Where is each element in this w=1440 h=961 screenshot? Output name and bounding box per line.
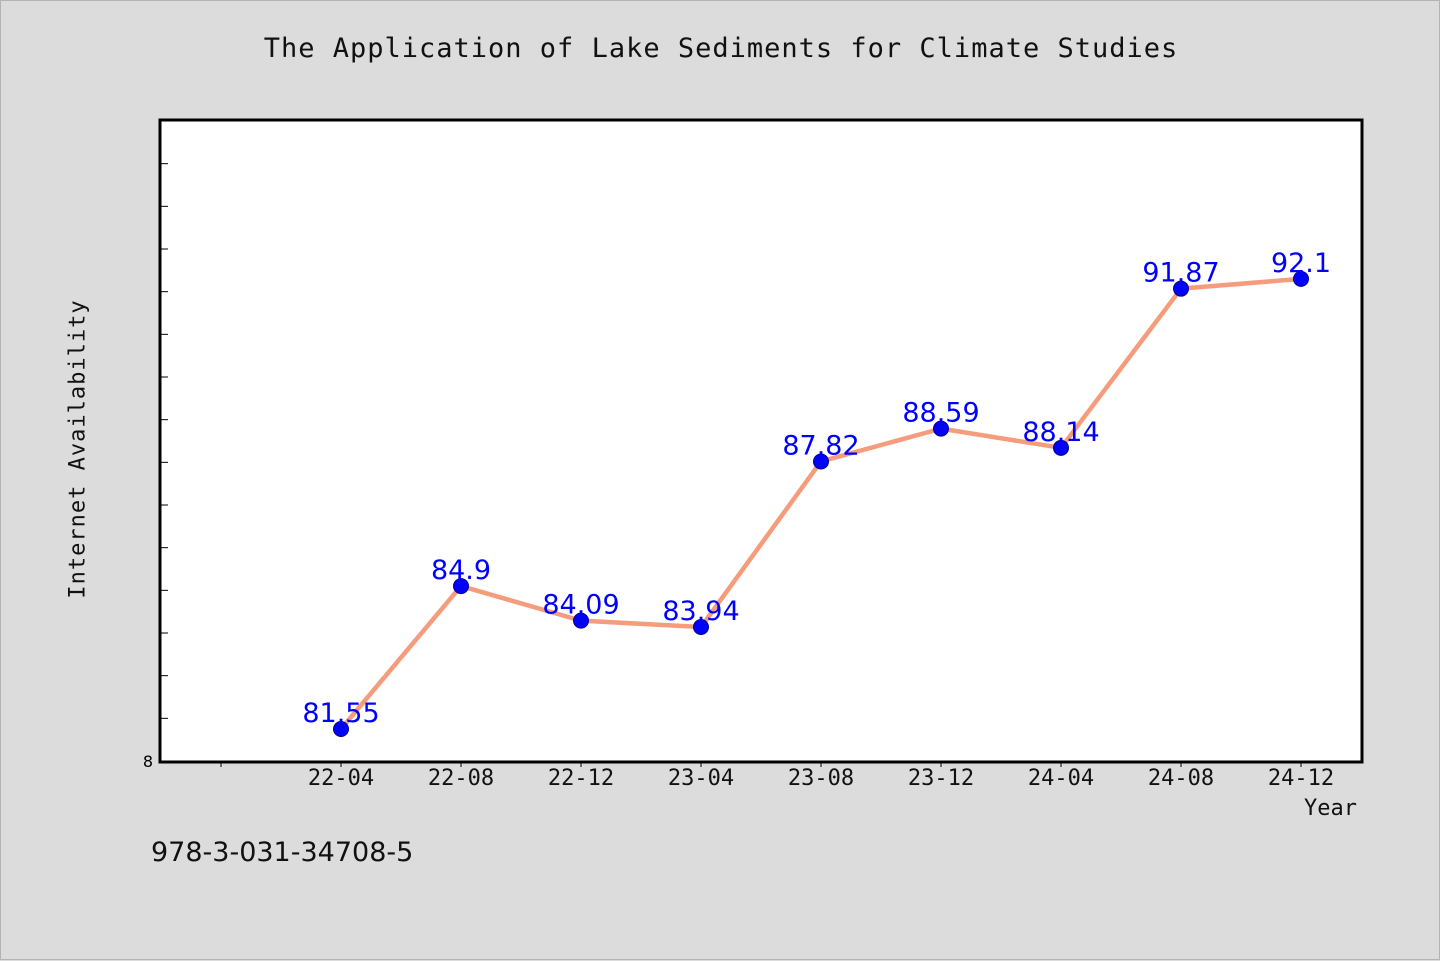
data-point bbox=[693, 619, 709, 636]
data-label: 84.09 bbox=[542, 590, 619, 621]
data-label: 84.9 bbox=[431, 555, 491, 586]
y-tick-label: 8 bbox=[143, 752, 153, 771]
data-label: 92.1 bbox=[1271, 248, 1331, 279]
x-tick-label: 24-08 bbox=[1148, 766, 1214, 791]
data-point bbox=[333, 721, 349, 737]
x-axis-ticks: 22-04 22-08 22-12 23-04 23-08 23-12 24-04 24-08… bbox=[220, 761, 1334, 791]
data-labels: 81.55 84.9 84.09 83.94 87.82 88.59 88.14 91.87 9… bbox=[302, 248, 1331, 729]
x-tick-label: 23-08 bbox=[788, 766, 854, 791]
y-axis-ticks bbox=[161, 163, 168, 719]
plot-area bbox=[158, 118, 1364, 764]
x-tick-label: 23-04 bbox=[668, 766, 734, 791]
x-tick-label: 24-04 bbox=[1028, 766, 1094, 791]
x-tick-label: 24-12 bbox=[1268, 766, 1334, 791]
data-point bbox=[573, 612, 589, 629]
x-axis-label: Year bbox=[1304, 796, 1357, 821]
data-point bbox=[1173, 280, 1189, 297]
isbn-footer: 978-3-031-34708-5 bbox=[151, 837, 414, 868]
data-label: 88.59 bbox=[902, 398, 979, 429]
data-label: 87.82 bbox=[782, 430, 859, 461]
data-label: 81.55 bbox=[302, 698, 379, 729]
x-tick-label: 22-08 bbox=[428, 766, 494, 791]
data-label: 91.87 bbox=[1142, 258, 1219, 289]
data-point bbox=[813, 453, 829, 470]
chart-title: The Application of Lake Sediments for Cl… bbox=[263, 33, 1179, 64]
data-point bbox=[1293, 270, 1309, 287]
data-label: 88.14 bbox=[1022, 417, 1099, 448]
x-tick-label: 23-12 bbox=[908, 766, 974, 791]
data-point bbox=[453, 578, 469, 595]
data-label: 83.94 bbox=[662, 596, 739, 627]
data-point bbox=[1053, 439, 1069, 456]
x-tick-label: 22-12 bbox=[548, 766, 614, 791]
x-tick-label: 22-04 bbox=[308, 766, 374, 791]
data-markers bbox=[333, 270, 1309, 737]
data-point bbox=[933, 420, 949, 437]
